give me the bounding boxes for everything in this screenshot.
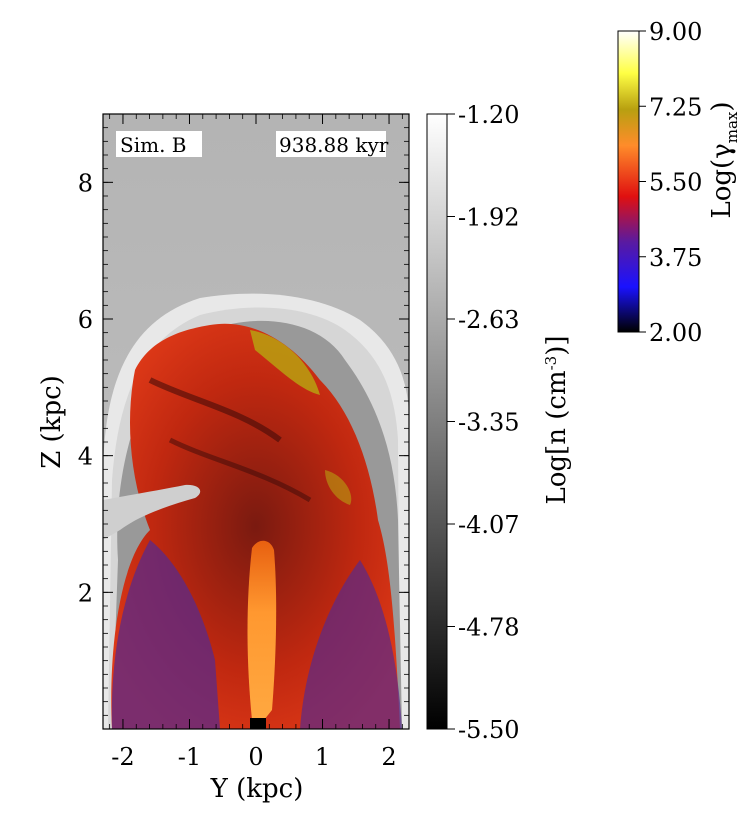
gamma-colorbar [617,30,640,333]
panel-label: Sim. B [120,133,186,157]
gamma-tick-label: 9.00 [649,18,702,46]
x-tick-label: 2 [381,743,396,771]
x-tick-label: -1 [178,743,201,771]
x-axis-title: Y (kpc) [210,774,304,804]
density-tick-label: -4.07 [458,511,520,539]
x-tick-label: 1 [315,743,330,771]
x-tick-label: 0 [248,743,263,771]
density-tick-label: -1.92 [458,204,520,232]
y-tick-label: 6 [78,306,93,334]
density-tick-label: -4.78 [458,614,520,642]
time-label: 938.88 kyr [279,133,389,157]
y-axis-title: Z (kpc) [37,375,67,469]
gamma-tick-label: 5.50 [649,169,702,197]
plot-area [103,114,409,729]
dark-streak [168,437,312,503]
density-tick-label: -5.50 [458,716,520,744]
density-colorbar [426,113,448,730]
y-tick-label: 8 [78,169,93,197]
time-label-box [276,131,386,157]
hotspot [250,330,320,395]
panel-label-box [116,131,202,157]
backflow-left [111,540,220,729]
x-tick-label: -2 [111,743,134,771]
density-tick-label: -2.63 [458,306,520,334]
density-colorbar-title: Log[n (cm-3)] [542,336,572,505]
dark-streak [148,377,282,443]
gamma-tick-label: 7.25 [649,93,702,121]
density-tick-label: -1.20 [458,101,520,129]
gamma-colorbar-ticks: 9.00 7.25 5.50 3.75 2.00 [639,18,702,347]
hotspot-right [325,470,352,505]
backflow-right [300,560,402,729]
grey-intrusion [103,484,201,540]
density-colorbar-ticks: -1.20 -1.92 -2.63 -3.35 -4.07 -4.78 -5.50 [447,101,520,744]
jet-spine [247,540,277,720]
jet-nozzle [250,718,266,729]
y-tick-label: 4 [78,443,93,471]
x-axis: -2 -1 0 1 2 [109,114,403,771]
gamma-tick-label: 3.75 [649,244,702,272]
y-tick-label: 2 [78,579,93,607]
y-axis: 2 4 6 8 [78,113,409,716]
gamma-colorbar-title: Log(γmax) [707,101,741,218]
gamma-tick-label: 2.00 [649,319,702,347]
density-tick-label: -3.35 [458,409,520,437]
